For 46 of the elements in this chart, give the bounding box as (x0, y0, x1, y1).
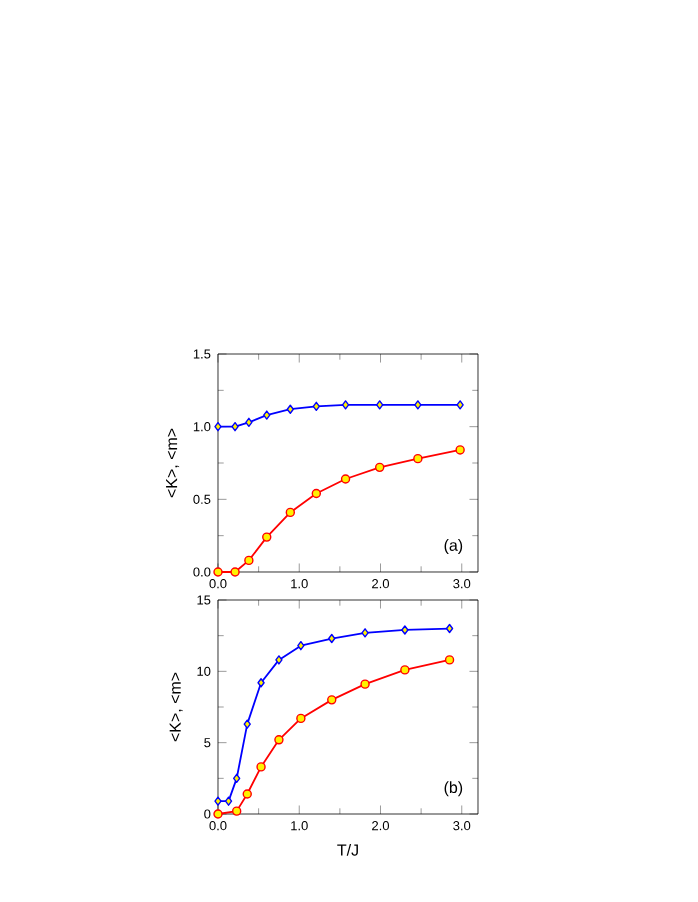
point (455, 445, 465, 455)
point (245, 417, 253, 428)
point (262, 532, 272, 542)
point (231, 806, 242, 816)
y-axis-title: <K>, <m> (166, 428, 180, 498)
point (413, 453, 423, 464)
point (214, 421, 222, 432)
point (401, 625, 409, 635)
point (274, 735, 284, 745)
point (456, 400, 464, 410)
point (375, 400, 384, 410)
point (230, 567, 240, 577)
point (296, 713, 306, 724)
point (213, 809, 223, 819)
point (311, 488, 322, 499)
point (285, 507, 296, 518)
point (374, 462, 385, 473)
point (257, 678, 265, 688)
point (444, 655, 455, 665)
point (231, 421, 239, 432)
point (312, 401, 321, 412)
point (400, 665, 410, 675)
point (297, 640, 305, 651)
point (214, 796, 222, 806)
point (242, 789, 252, 799)
point (445, 623, 454, 634)
point (327, 695, 337, 705)
point (414, 400, 422, 410)
point (361, 628, 369, 638)
point (213, 567, 223, 577)
annotation: (b) (444, 781, 463, 797)
y-axis-title: <K>, <m> (169, 672, 183, 742)
point (232, 773, 241, 784)
point (224, 796, 233, 806)
x-axis-title: T/J (337, 843, 358, 856)
point (256, 762, 266, 772)
point (243, 719, 251, 729)
point (328, 633, 336, 644)
point (286, 404, 295, 414)
point (341, 400, 350, 410)
point (244, 555, 254, 566)
point (360, 679, 370, 689)
point (263, 410, 271, 420)
annotation: (a) (444, 539, 463, 555)
point (340, 474, 351, 484)
point (275, 655, 283, 665)
